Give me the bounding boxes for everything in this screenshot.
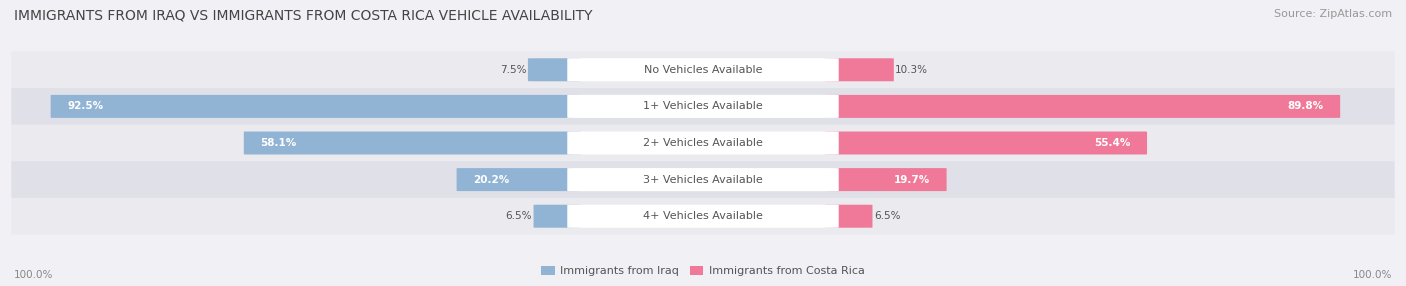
Text: 89.8%: 89.8% — [1288, 102, 1323, 111]
FancyBboxPatch shape — [243, 132, 581, 154]
Text: 55.4%: 55.4% — [1094, 138, 1130, 148]
Text: 100.0%: 100.0% — [1353, 270, 1392, 280]
Legend: Immigrants from Iraq, Immigrants from Costa Rica: Immigrants from Iraq, Immigrants from Co… — [537, 261, 869, 281]
Text: 20.2%: 20.2% — [474, 175, 509, 184]
Text: 1+ Vehicles Available: 1+ Vehicles Available — [643, 102, 763, 111]
Text: 7.5%: 7.5% — [501, 65, 526, 75]
FancyBboxPatch shape — [11, 198, 1395, 235]
FancyBboxPatch shape — [567, 58, 839, 81]
FancyBboxPatch shape — [567, 205, 839, 228]
Text: 10.3%: 10.3% — [896, 65, 928, 75]
FancyBboxPatch shape — [51, 95, 581, 118]
FancyBboxPatch shape — [567, 95, 839, 118]
Text: 4+ Vehicles Available: 4+ Vehicles Available — [643, 211, 763, 221]
FancyBboxPatch shape — [457, 168, 581, 191]
Text: 100.0%: 100.0% — [14, 270, 53, 280]
FancyBboxPatch shape — [825, 132, 1147, 154]
FancyBboxPatch shape — [11, 125, 1395, 161]
FancyBboxPatch shape — [825, 168, 946, 191]
FancyBboxPatch shape — [11, 161, 1395, 198]
Text: IMMIGRANTS FROM IRAQ VS IMMIGRANTS FROM COSTA RICA VEHICLE AVAILABILITY: IMMIGRANTS FROM IRAQ VS IMMIGRANTS FROM … — [14, 9, 592, 23]
FancyBboxPatch shape — [11, 88, 1395, 125]
FancyBboxPatch shape — [825, 58, 894, 81]
FancyBboxPatch shape — [533, 205, 581, 228]
FancyBboxPatch shape — [825, 95, 1340, 118]
FancyBboxPatch shape — [527, 58, 581, 81]
Text: 2+ Vehicles Available: 2+ Vehicles Available — [643, 138, 763, 148]
Text: No Vehicles Available: No Vehicles Available — [644, 65, 762, 75]
FancyBboxPatch shape — [825, 205, 873, 228]
FancyBboxPatch shape — [567, 132, 839, 154]
Text: 3+ Vehicles Available: 3+ Vehicles Available — [643, 175, 763, 184]
FancyBboxPatch shape — [567, 168, 839, 191]
Text: 19.7%: 19.7% — [894, 175, 929, 184]
FancyBboxPatch shape — [11, 51, 1395, 88]
Text: Source: ZipAtlas.com: Source: ZipAtlas.com — [1274, 9, 1392, 19]
Text: 58.1%: 58.1% — [260, 138, 297, 148]
Text: 6.5%: 6.5% — [506, 211, 531, 221]
Text: 92.5%: 92.5% — [67, 102, 103, 111]
Text: 6.5%: 6.5% — [875, 211, 900, 221]
